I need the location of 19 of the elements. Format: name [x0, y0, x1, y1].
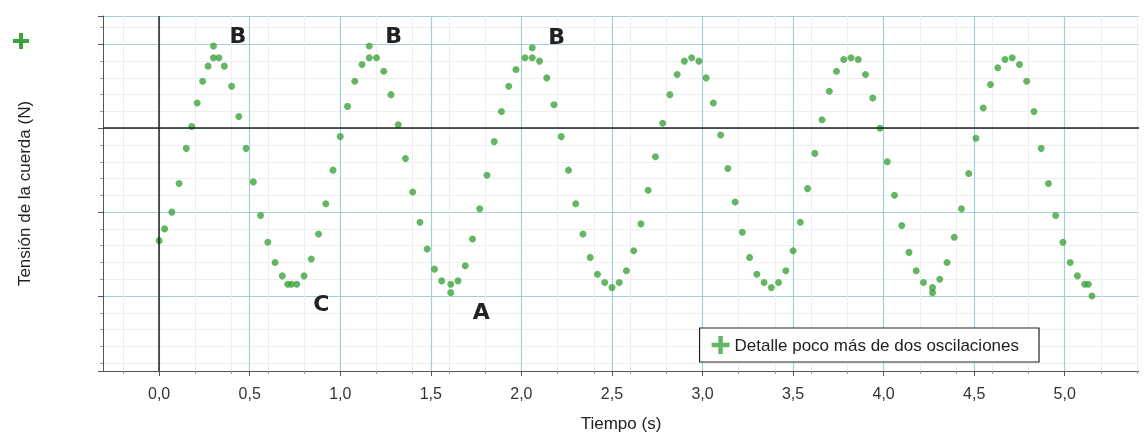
annotation: C	[313, 290, 330, 316]
annotation: B	[548, 24, 566, 50]
annotation: B	[229, 22, 247, 48]
x-tick-label: 5,0	[1053, 384, 1076, 402]
x-tick-label: 0,5	[238, 384, 261, 402]
x-tick-label: 2,0	[510, 384, 533, 402]
y-axis-title: Tensión de la cuerda (N)	[15, 100, 34, 287]
x-tick-label: 1,5	[419, 384, 443, 402]
x-tick-label: 1,0	[329, 384, 352, 402]
x-tick-label: 2,5	[600, 384, 624, 402]
x-axis-title: Tiempo (s)	[580, 414, 662, 433]
x-tick-label: 3,0	[691, 384, 714, 402]
annotation: B	[385, 22, 403, 48]
legend-label: Detalle poco más de dos oscilaciones	[734, 335, 1019, 355]
x-tick-label: 4,5	[963, 384, 986, 402]
x-tick-label: 3,5	[781, 384, 805, 402]
x-tick-label: 0,0	[148, 384, 171, 402]
annotation: A	[472, 299, 490, 325]
x-tick-label: 4,0	[872, 384, 895, 402]
